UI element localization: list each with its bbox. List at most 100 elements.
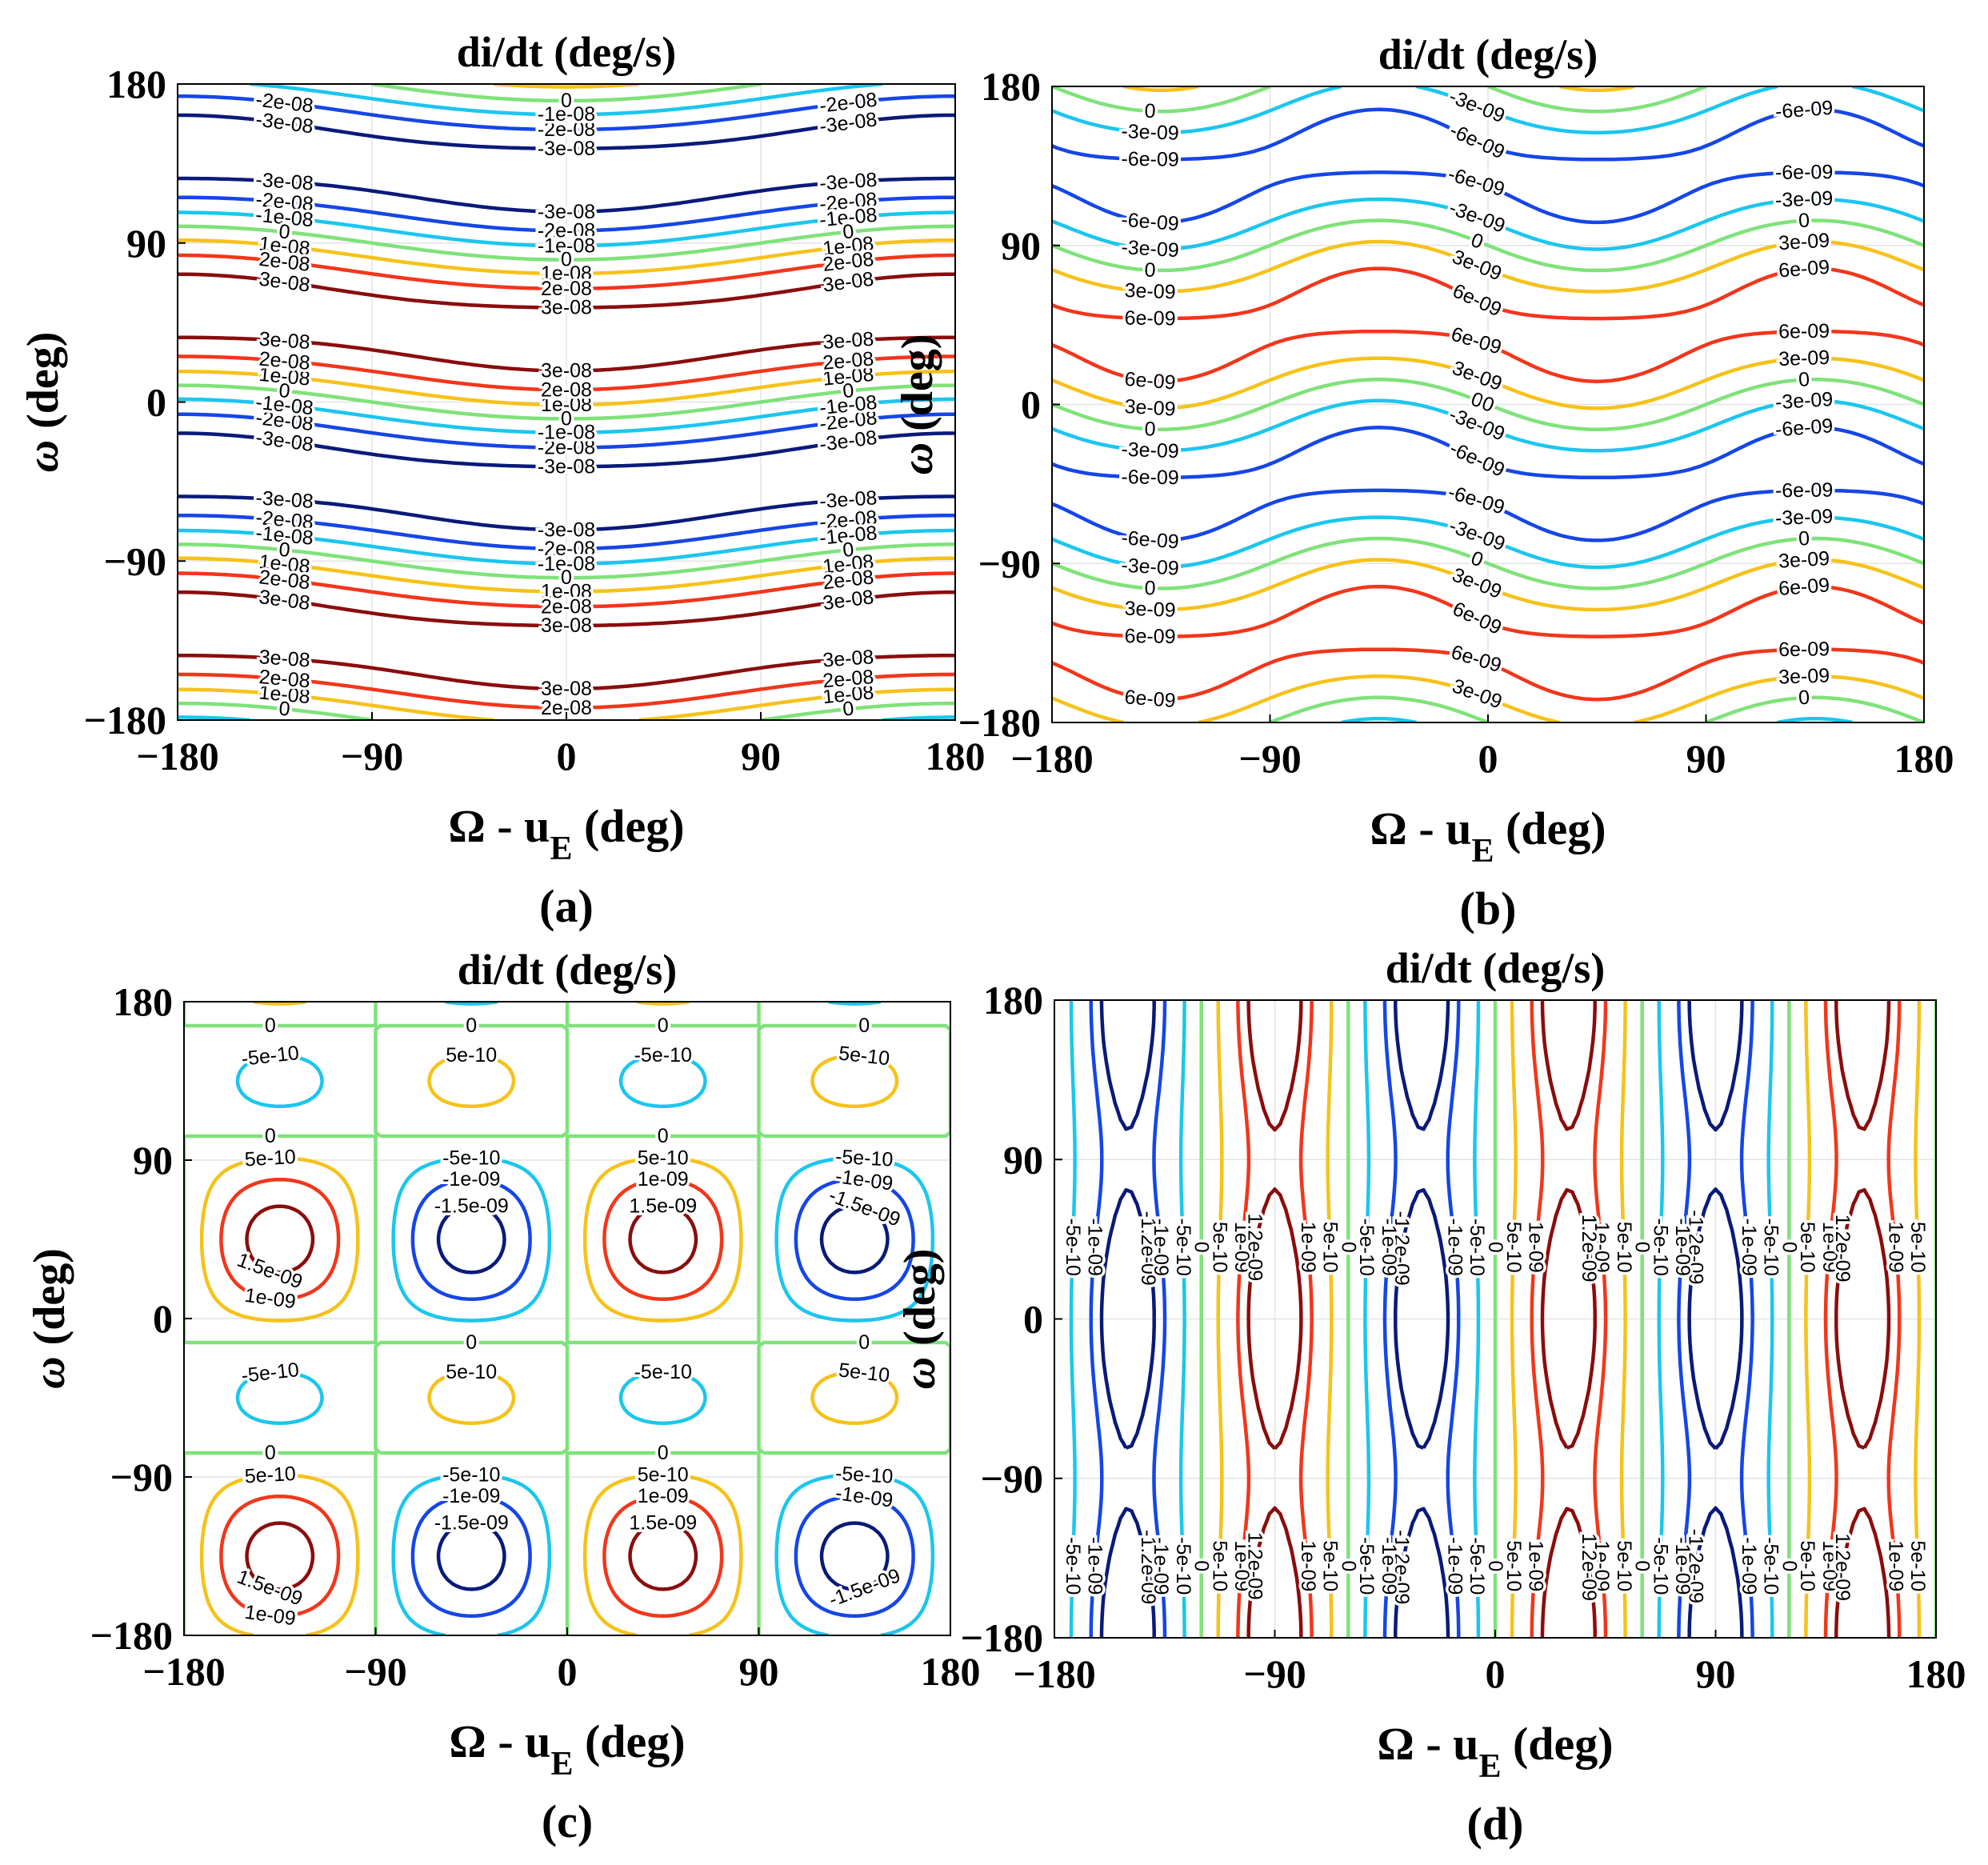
contour-label: 1e-09: [638, 1168, 689, 1191]
contour-line: [1052, 378, 1924, 431]
contour-label: -3e-09: [1775, 505, 1834, 530]
contour-line: [1540, 1187, 1597, 1450]
contour-label: -5e-10: [1355, 1537, 1378, 1595]
contour-label: 3e-09: [1778, 547, 1830, 573]
contour-label: 1e-09: [1818, 1222, 1841, 1273]
contour-line: [565, 1002, 761, 1028]
y-axis-label: ω (deg): [25, 1248, 74, 1389]
contour-lines: [184, 1002, 950, 1635]
x-tick-label: −180: [1013, 1651, 1096, 1696]
contour-line: [1152, 1000, 1167, 1638]
y-axis-label: ω (deg): [895, 1249, 945, 1390]
contour-label: -6e-09: [1121, 209, 1180, 235]
contour-line: [1687, 1000, 1744, 1132]
contour-line: [1052, 356, 1924, 410]
contour-line: [1052, 647, 1924, 702]
contour-line: [178, 210, 955, 248]
contour-line: [1687, 1506, 1744, 1638]
contour-line: [219, 1177, 341, 1302]
contour-label: 1.2e-09: [1831, 1215, 1854, 1283]
contour-line: [1382, 1000, 1398, 1638]
contour-lines: [1052, 86, 1924, 722]
x-tick-label: −90: [1238, 736, 1302, 781]
contour-line: [494, 84, 639, 89]
chart-title: di/dt (deg/s): [1386, 944, 1606, 992]
contour-label: -1.5e-09: [434, 1195, 509, 1218]
contour-label: -1e-09: [1083, 1537, 1106, 1595]
contour-label: -3e-08: [818, 169, 878, 195]
contour-label: 2e-08: [541, 378, 592, 401]
contour-line: [1052, 86, 1343, 134]
contour-label: -1e-09: [442, 1485, 500, 1507]
contour-line: [178, 370, 955, 407]
contour-line: [427, 1370, 516, 1426]
contour-line: [757, 1023, 950, 1139]
contour-line: [410, 1177, 532, 1302]
contour-label: -1e-09: [1671, 1537, 1694, 1595]
contour-line: [178, 513, 955, 551]
contour-label: -1e-09: [1150, 1537, 1172, 1595]
contour-label: 5e-10: [1796, 1222, 1818, 1273]
x-tick-label: −180: [142, 1649, 226, 1694]
x-tick-label: −90: [341, 734, 404, 778]
y-tick-label: 90: [1001, 223, 1041, 268]
panel-c: -1.5e-09-1.5e-09-1.5e-09 -1.5e-09-1e-09 -1…: [25, 946, 981, 1847]
contour-label: 0: [466, 1015, 477, 1037]
contour-label: 1e-09: [1590, 1222, 1613, 1273]
contour-label: -3e-09: [1775, 187, 1834, 212]
contour-line: [1246, 1000, 1303, 1132]
contour-label: -5e-10: [1760, 1537, 1782, 1595]
contour-line: [178, 590, 955, 628]
contour-label: 5e-10: [1502, 1540, 1525, 1591]
y-tick-label: 180: [106, 62, 166, 106]
contour-line: [760, 701, 955, 720]
contour-label: -2e-08: [538, 538, 595, 560]
contour-label: 0: [1778, 1242, 1800, 1253]
contour-label: -5e-10: [1466, 1537, 1488, 1595]
contour-line: [819, 1521, 890, 1591]
contour-line: [391, 1156, 552, 1323]
y-tick-label: 180: [113, 979, 173, 1024]
contour-line: [178, 494, 955, 532]
contour-label: 0: [658, 1015, 669, 1037]
contour-line: [178, 195, 955, 233]
contour-line: [1394, 1000, 1450, 1131]
contour-line: [178, 653, 955, 691]
contour-label: 1e-08: [822, 363, 874, 390]
contour-line: [1326, 1000, 1334, 1638]
contour-label: 0: [278, 698, 291, 721]
contour-label: 3e-08: [822, 646, 874, 671]
contour-line: [1687, 1187, 1744, 1451]
contour-label: -1e-08: [538, 103, 595, 126]
y-tick-label: 90: [126, 221, 166, 266]
contour-line: [1052, 398, 1924, 453]
contour-label: -2e-08: [254, 188, 314, 215]
contour-label: 0: [265, 1442, 276, 1464]
contour-label: 0: [1144, 418, 1156, 441]
contour-labels: -3e-08-3e-08-3e-08-3e-08-3e-08-3e-08-3e-…: [252, 86, 882, 723]
contour-label: 5e-10: [446, 1361, 497, 1383]
contour-label: -1e-09: [1671, 1219, 1694, 1276]
contour-label: 2e-08: [541, 595, 592, 618]
x-tick-label: 0: [1486, 1651, 1506, 1696]
chart-title: di/dt (deg/s): [457, 28, 677, 76]
contour-line: [178, 431, 955, 469]
contour-label: 0: [1144, 100, 1156, 123]
contour-label: 5e-10: [244, 1463, 296, 1488]
contour-line: [245, 1204, 315, 1275]
contour-label: -5e-10: [634, 1361, 692, 1383]
contour-line: [1052, 170, 1924, 225]
contour-line: [618, 1053, 707, 1109]
contour-line: [1216, 1000, 1224, 1638]
contour-label: 5e-10: [1613, 1540, 1635, 1591]
contour-label: 1e-09: [1524, 1540, 1546, 1591]
contour-line: [1834, 1507, 1891, 1638]
panel-caption: (c): [542, 1795, 593, 1847]
contour-line: [178, 272, 955, 310]
contour-label: -5e-10: [634, 1044, 692, 1067]
y-tick-label: −90: [104, 538, 167, 583]
contour-label: 1e-09: [1297, 1222, 1319, 1273]
contour-line: [1473, 1000, 1481, 1638]
contour-label: 0: [842, 538, 855, 562]
contour-label: 1.2e-09: [1578, 1533, 1600, 1601]
